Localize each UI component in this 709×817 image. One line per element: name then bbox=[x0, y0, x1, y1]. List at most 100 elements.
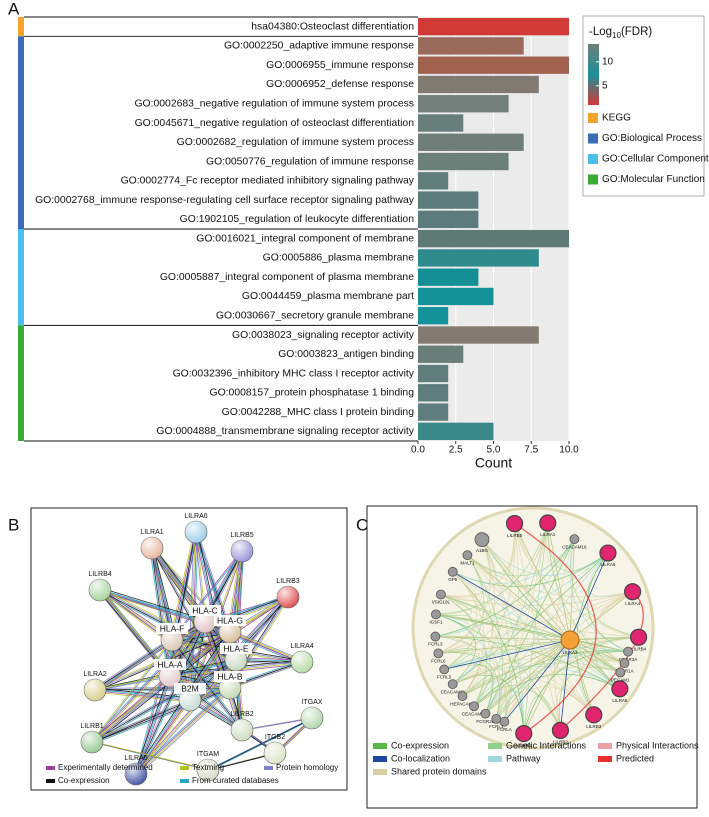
query-node bbox=[599, 544, 617, 562]
legend-label: Physical Interactions bbox=[616, 740, 699, 750]
network-edge bbox=[495, 639, 571, 720]
node-label-box bbox=[156, 623, 188, 634]
node-label-box bbox=[214, 671, 246, 682]
node-label: GP6 bbox=[448, 577, 458, 582]
y-tick-label: GO:0004888_transmembrane signaling recep… bbox=[156, 426, 414, 437]
bar bbox=[418, 229, 569, 248]
y-tick-label: GO:0045671_negative regulation of osteoc… bbox=[135, 118, 415, 129]
node-label: LILRB4 bbox=[631, 646, 647, 651]
colorbar-tick-label: 5 bbox=[602, 80, 608, 91]
bar bbox=[418, 133, 524, 151]
network-edge bbox=[481, 539, 525, 734]
legend-label: From curated databases bbox=[192, 776, 279, 785]
network-edge bbox=[171, 639, 243, 731]
query-node bbox=[551, 721, 570, 739]
y-tick-label: GO:0042288_MHC class I protein binding bbox=[222, 407, 415, 418]
legend-label: Genetic Interactions bbox=[506, 740, 587, 750]
network-edge bbox=[92, 700, 191, 744]
network-edge bbox=[452, 571, 485, 697]
network-edge bbox=[462, 662, 621, 697]
legend-label: KEGG bbox=[602, 113, 631, 124]
legend-swatch bbox=[46, 766, 55, 770]
legend-swatch bbox=[180, 766, 189, 770]
legend-title-part: 10 bbox=[612, 31, 621, 40]
node-label: HLA-C bbox=[192, 605, 218, 615]
query-node bbox=[624, 583, 642, 601]
node-label-box bbox=[220, 643, 252, 654]
node-label: LILRA1 bbox=[140, 529, 163, 536]
network-edge bbox=[230, 630, 303, 662]
network-edge bbox=[134, 686, 229, 773]
network-edge bbox=[435, 636, 571, 641]
network-edge bbox=[95, 688, 191, 700]
y-tick-label: GO:0003823_antigen binding bbox=[278, 349, 414, 360]
legend-label: Pathway bbox=[506, 753, 541, 763]
network-edge bbox=[134, 675, 170, 774]
network-edge bbox=[172, 638, 244, 730]
network-edge bbox=[91, 698, 190, 742]
related-node bbox=[431, 609, 441, 620]
bar bbox=[418, 95, 509, 113]
network-edge bbox=[495, 650, 629, 720]
y-tick-label: GO:0016021_integral component of membran… bbox=[196, 233, 414, 244]
node-highlight bbox=[81, 731, 103, 753]
bar bbox=[418, 17, 569, 36]
network-edge bbox=[438, 648, 621, 673]
legend-swatch bbox=[373, 756, 387, 762]
legend-swatch bbox=[588, 133, 598, 144]
network-edge bbox=[135, 699, 190, 774]
node-label: B2M bbox=[181, 683, 198, 693]
network-edge bbox=[94, 674, 170, 690]
network-edge bbox=[136, 688, 231, 775]
network-edge bbox=[481, 539, 510, 722]
legend-label: GO:Cellular Component bbox=[602, 154, 709, 165]
node-label-box bbox=[154, 659, 186, 670]
group-strip bbox=[18, 17, 24, 37]
node-highlight bbox=[291, 651, 313, 673]
related-node bbox=[447, 566, 458, 577]
node-label: HLA-E bbox=[223, 643, 248, 653]
node-label: HLA-B bbox=[217, 671, 242, 681]
network-edge bbox=[136, 700, 191, 775]
node-label: LILRB3 bbox=[276, 578, 299, 585]
network-edge bbox=[440, 594, 595, 716]
related-node bbox=[457, 691, 468, 701]
group-strip bbox=[18, 36, 24, 229]
legend-label: Protein homology bbox=[276, 763, 338, 772]
network-edge bbox=[207, 717, 313, 771]
network-edge bbox=[485, 689, 525, 734]
network-edge bbox=[504, 666, 621, 722]
node-label: ITGAM bbox=[197, 751, 219, 758]
node-label: CEACAM16 bbox=[562, 544, 587, 549]
y-tick-label: GO:0002774_Fc receptor mediated inhibito… bbox=[121, 176, 415, 187]
related-node bbox=[619, 658, 630, 669]
panel-label: A bbox=[8, 0, 20, 18]
network-edge bbox=[452, 552, 609, 685]
legend-swatch bbox=[488, 743, 502, 749]
node-highlight bbox=[89, 579, 111, 601]
network-edge bbox=[452, 667, 485, 697]
network-edge bbox=[95, 640, 173, 691]
y-tick-label: GO:0050776_regulation of immune response bbox=[206, 156, 414, 167]
related-node bbox=[569, 534, 580, 545]
network-edge bbox=[485, 685, 511, 722]
network-edge bbox=[523, 639, 571, 734]
network-edge bbox=[91, 639, 172, 742]
center-node bbox=[560, 630, 580, 650]
y-tick-label: GO:0006955_immune response bbox=[266, 60, 414, 71]
network-edge bbox=[93, 637, 172, 689]
network-edge bbox=[135, 675, 171, 775]
related-node bbox=[615, 667, 626, 678]
related-node bbox=[439, 664, 450, 675]
legend-label: Shared protein domains bbox=[391, 766, 487, 776]
node-label: FCRL6 bbox=[431, 659, 446, 664]
network-edge bbox=[438, 652, 500, 719]
node-label: FCRLA bbox=[497, 727, 512, 732]
network-edge bbox=[443, 522, 549, 670]
bar bbox=[418, 422, 494, 441]
node-highlight bbox=[84, 679, 106, 701]
node-label: A1BG bbox=[476, 548, 489, 553]
node-highlight bbox=[159, 665, 181, 687]
x-axis-title: Count bbox=[475, 455, 512, 471]
